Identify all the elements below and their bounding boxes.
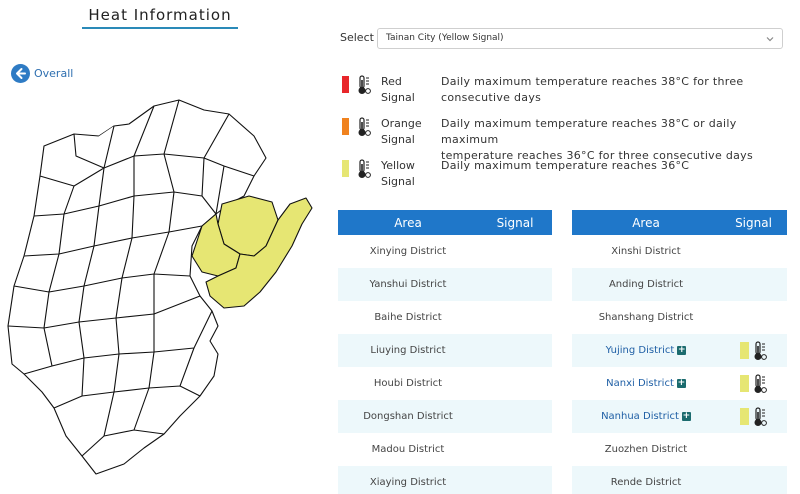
district-name: Zuozhen District xyxy=(604,444,688,455)
table-header: Area Signal xyxy=(572,210,787,235)
district-link-nanhua[interactable]: Nanhua District xyxy=(601,411,679,422)
thermometer-icon xyxy=(358,117,371,136)
district-link-nanxi[interactable]: Nanxi District xyxy=(606,378,674,389)
table-row: Baihe District xyxy=(338,301,552,334)
select-label: Select xyxy=(340,31,374,44)
district-name: Yanshui District xyxy=(369,279,447,290)
table-row: Anding District xyxy=(572,268,787,301)
table-row: Yujing District + xyxy=(572,334,787,367)
district-name: Dongshan District xyxy=(363,411,453,422)
area-header: Area xyxy=(632,215,660,230)
legend-red-desc-line2: consecutive days xyxy=(441,91,542,104)
map-district[interactable] xyxy=(39,125,115,187)
district-name: Madou District xyxy=(371,444,445,455)
city-select[interactable]: Tainan City (Yellow Signal) xyxy=(377,28,783,49)
legend-red-desc-line1: Daily maximum temperature reaches 38°C f… xyxy=(441,75,744,88)
yellow-signal-swatch xyxy=(740,375,749,392)
expand-plus-icon[interactable]: + xyxy=(681,411,691,421)
legend-yellow-name-line1: Yellow xyxy=(381,159,415,172)
thermometer-icon xyxy=(754,373,767,393)
legend-orange: Orange Signal Daily maximum temperature … xyxy=(342,116,771,164)
legend-orange-name-line1: Orange xyxy=(381,117,422,130)
city-select-value: Tainan City (Yellow Signal) xyxy=(386,33,504,43)
table-row: Xiaying District xyxy=(338,466,552,494)
area-header: Area xyxy=(394,215,422,230)
legend-orange-desc-line1: Daily maximum temperature reaches 38°C o… xyxy=(441,117,737,146)
legend-red-swatch xyxy=(342,76,349,93)
thermometer-icon xyxy=(358,75,371,94)
left-district-table: Area Signal Xinying District Yanshui Dis… xyxy=(338,210,552,494)
table-row: Nanhua District + xyxy=(572,400,787,433)
map-district-nanhua[interactable] xyxy=(205,197,313,309)
yellow-signal-swatch xyxy=(740,342,749,359)
district-map[interactable] xyxy=(4,96,324,486)
map-district-nanxi[interactable] xyxy=(191,213,241,277)
arrow-left-icon xyxy=(11,64,30,83)
expand-plus-icon[interactable]: + xyxy=(677,345,687,355)
table-row: Yanshui District xyxy=(338,268,552,301)
legend-red-name-line2: Signal xyxy=(381,91,415,104)
signal-header: Signal xyxy=(496,215,534,230)
district-name: Houbi District xyxy=(373,378,443,389)
legend-yellow-name-line2: Signal xyxy=(381,175,415,188)
legend-orange-name-line2: Signal xyxy=(381,133,415,146)
table-header: Area Signal xyxy=(338,210,552,235)
page-title: Heat Information xyxy=(82,6,238,29)
table-row: Madou District xyxy=(338,433,552,466)
table-row: Dongshan District xyxy=(338,400,552,433)
yellow-signal-swatch xyxy=(740,408,749,425)
legend-orange-swatch xyxy=(342,118,349,135)
overall-label: Overall xyxy=(34,67,74,80)
table-row: Xinying District xyxy=(338,235,552,268)
legend-red: Red Signal Daily maximum temperature rea… xyxy=(342,74,771,106)
overall-link[interactable]: Overall xyxy=(11,64,73,83)
table-row: Nanxi District + xyxy=(572,367,787,400)
legend-red-name-line1: Red xyxy=(381,75,402,88)
district-name: Liuying District xyxy=(370,345,446,356)
table-row: Xinshi District xyxy=(572,235,787,268)
thermometer-icon xyxy=(754,406,767,426)
district-name: Rende District xyxy=(610,477,682,488)
right-district-table: Area Signal Xinshi District Anding Distr… xyxy=(572,210,787,494)
district-name: Xinying District xyxy=(369,246,447,257)
map-district[interactable] xyxy=(203,157,255,215)
legend-yellow: Yellow Signal Daily maximum temperature … xyxy=(342,158,771,190)
table-row: Liuying District xyxy=(338,334,552,367)
legend-orange-desc-line2: temperature reaches 36°C for three conse… xyxy=(441,149,754,162)
thermometer-icon xyxy=(754,340,767,360)
thermometer-icon xyxy=(358,159,371,178)
district-name: Shanshang District xyxy=(598,312,694,323)
district-name: Baihe District xyxy=(374,312,442,323)
legend-yellow-swatch xyxy=(342,160,349,177)
table-row: Zuozhen District xyxy=(572,433,787,466)
district-name: Anding District xyxy=(608,279,684,290)
district-name: Xiaying District xyxy=(369,477,447,488)
signal-header: Signal xyxy=(735,215,772,230)
table-row: Houbi District xyxy=(338,367,552,400)
table-row: Rende District xyxy=(572,466,787,494)
chevron-down-icon xyxy=(766,37,774,42)
expand-plus-icon[interactable]: + xyxy=(676,378,686,388)
district-name: Xinshi District xyxy=(611,246,681,257)
district-link-yujing[interactable]: Yujing District xyxy=(605,345,675,356)
table-row: Shanshang District xyxy=(572,301,787,334)
legend-yellow-desc-line1: Daily maximum temperature reaches 36°C xyxy=(441,159,690,172)
map-district[interactable] xyxy=(81,387,165,457)
